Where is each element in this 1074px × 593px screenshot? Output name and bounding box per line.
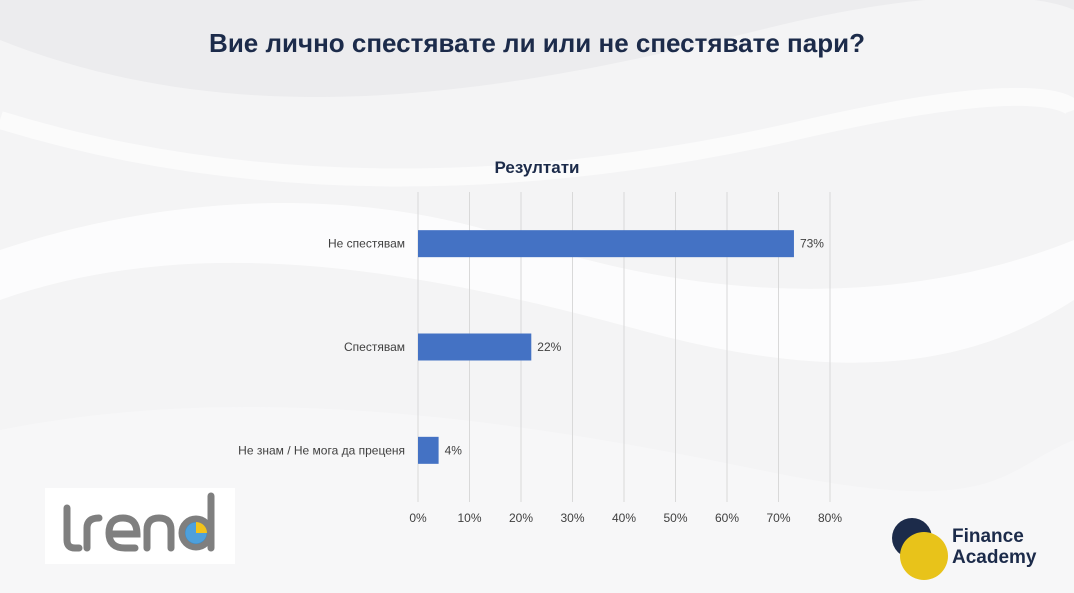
category-label: Не знам / Не мога да преценя (238, 443, 405, 457)
page-title: Вие лично спестявате ли или не спестяват… (209, 28, 865, 58)
finance-academy-logo: Finance Academy (886, 512, 1056, 586)
finance-academy-emblem (892, 518, 948, 580)
x-tick-label: 0% (409, 511, 427, 525)
finance-academy-text: Finance Academy (952, 526, 1037, 568)
x-tick-label: 80% (818, 511, 842, 525)
bar (418, 436, 439, 464)
trend-logo (45, 488, 235, 564)
x-tick-label: 50% (663, 511, 687, 525)
category-label: Не спестявам (328, 237, 405, 251)
data-label: 22% (537, 340, 561, 354)
finance-academy-line1: Finance (952, 526, 1024, 547)
chart-title: Резултати (494, 158, 580, 177)
data-label: 73% (800, 237, 824, 251)
x-tick-label: 10% (457, 511, 481, 525)
x-tick-label: 20% (509, 511, 533, 525)
x-tick-label: 30% (560, 511, 584, 525)
category-label: Спестявам (344, 340, 405, 354)
bar (418, 230, 794, 258)
x-tick-label: 70% (766, 511, 790, 525)
finance-academy-line2: Academy (952, 547, 1037, 568)
data-label: 4% (445, 443, 463, 457)
x-tick-label: 60% (715, 511, 739, 525)
bar (418, 333, 532, 361)
trend-logo-graphic (63, 492, 215, 552)
x-tick-label: 40% (612, 511, 636, 525)
